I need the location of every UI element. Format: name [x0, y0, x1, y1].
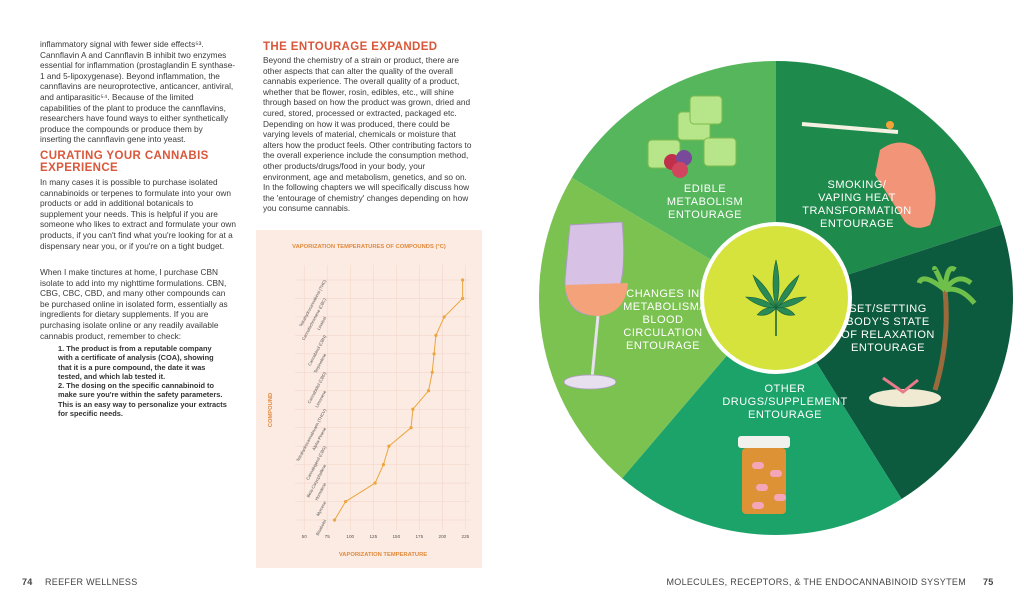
x-axis-label: VAPORIZATION TEMPERATURE [339, 552, 427, 558]
x-tick-label: 75 [325, 534, 331, 539]
data-point [373, 481, 377, 485]
y-tick-label: Linalool [316, 316, 327, 331]
sector-label: CHANGES IN [626, 288, 699, 300]
sector-label: BLOOD [642, 314, 683, 326]
sector-label: VAPING HEAT [818, 192, 896, 204]
leaf [772, 259, 780, 309]
joint [801, 122, 899, 134]
data-point [430, 370, 434, 374]
x-tick-label: 150 [392, 534, 400, 539]
sector-label: OTHER [765, 383, 806, 395]
leaf [756, 307, 777, 316]
x-tick-label: 125 [369, 534, 377, 539]
data-point [381, 463, 386, 467]
sector-label: SMOKING/ [827, 179, 886, 191]
pill [756, 484, 768, 491]
sector-label: TRANSFORMATION [802, 205, 911, 217]
glass-wine [565, 283, 628, 316]
leaf [775, 307, 796, 316]
leaf [752, 274, 777, 309]
x-tick-label: 225 [462, 534, 470, 539]
data-point [411, 407, 415, 411]
sector-label: ENTOURAGE [851, 342, 925, 354]
palm-leaf [944, 286, 977, 305]
beach-chair [882, 376, 919, 394]
edible-cube [689, 95, 723, 125]
glass-foot [563, 374, 617, 390]
edible-cube [703, 137, 737, 167]
pill [774, 494, 786, 501]
page-number: 75 [983, 577, 994, 587]
data-point [432, 352, 436, 356]
bottle [742, 448, 786, 514]
diagram-sector [571, 61, 776, 298]
leaf [745, 296, 777, 309]
paragraph: When I make tinctures at home, I purchas… [40, 267, 228, 341]
chart-title: VAPORIZATION TEMPERATURES OF COMPOUNDS (… [292, 244, 446, 250]
x-tick-label: 50 [302, 534, 308, 539]
sector-label: ENTOURAGE [668, 209, 742, 221]
paragraph: Beyond the chemistry of a strain or prod… [263, 55, 472, 214]
sector-label: BODY'S STATE [846, 316, 929, 328]
data-point [387, 444, 391, 448]
data-point [461, 278, 465, 282]
page-number: 74 [22, 577, 33, 587]
list-item: 1. The product is from a reputable compa… [58, 344, 214, 382]
palm-trunk [932, 289, 949, 391]
x-tick-label: 200 [439, 534, 447, 539]
pill [752, 502, 764, 509]
sector-label: METABOLISM/ [623, 301, 703, 313]
sector-label: OF RELAXATION [841, 329, 935, 341]
data-point [434, 333, 438, 337]
x-tick-label: 175 [416, 534, 424, 539]
leaf [775, 274, 800, 309]
data-point [333, 518, 337, 522]
icons [563, 95, 977, 514]
sector-label: ENTOURAGE [820, 218, 894, 230]
bottle-cap [738, 436, 790, 448]
hand [875, 142, 936, 228]
running-head: MOLECULES, RECEPTORS, & THE ENDOCANNABIN… [666, 577, 966, 587]
list-item: 2. The dosing on the specific cannabinoi… [58, 381, 227, 419]
data-point [426, 389, 431, 393]
sector-label: ENTOURAGE [626, 340, 700, 352]
sector-label: EDIBLE [684, 183, 726, 195]
sector-label: DRUGS/SUPPLEMENT [722, 396, 847, 408]
sector-label: SET/SETTING [849, 303, 927, 315]
leaf [775, 296, 807, 309]
paragraph: inflammatory signal with fewer side effe… [40, 39, 236, 145]
pill [752, 462, 764, 469]
flame [886, 121, 894, 129]
data-point [461, 296, 465, 301]
y-axis-label: COMPOUND [268, 393, 274, 427]
sector-label: ENTOURAGE [748, 409, 822, 421]
data-point [442, 315, 446, 319]
chart-background [256, 230, 482, 568]
data-line [334, 280, 464, 521]
sector-label: METABOLISM [667, 196, 743, 208]
x-tick-label: 100 [346, 534, 354, 539]
diagram-sector [622, 298, 902, 535]
heading: CURATING YOUR CANNABIS EXPERIENCE [40, 150, 209, 174]
data-point [409, 426, 413, 430]
running-head: REEFER WELLNESS [45, 577, 138, 587]
glass-stem [590, 315, 600, 379]
pill [770, 470, 782, 477]
data-point [344, 499, 348, 504]
sector-label: CIRCULATION [623, 327, 702, 339]
heading: THE ENTOURAGE EXPANDED [263, 41, 438, 53]
berry [672, 162, 688, 178]
paragraph: In many cases it is possible to purchase… [40, 177, 236, 251]
island [869, 389, 941, 407]
